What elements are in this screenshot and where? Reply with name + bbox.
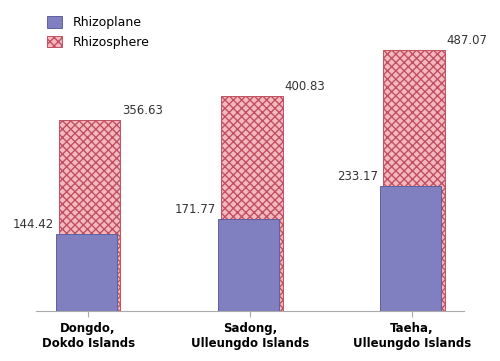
Text: 144.42: 144.42 [13,218,54,231]
Text: 356.63: 356.63 [122,104,163,117]
Bar [380,186,442,312]
Text: 233.17: 233.17 [337,170,378,183]
Bar [59,120,120,312]
Bar [221,96,282,312]
Text: 171.77: 171.77 [175,203,216,216]
Bar [218,219,280,312]
Text: 487.07: 487.07 [446,34,487,47]
Legend: Rhizoplane, Rhizosphere: Rhizoplane, Rhizosphere [42,11,154,53]
Bar [383,50,444,312]
Text: 400.83: 400.83 [284,80,325,93]
Bar [56,234,117,312]
